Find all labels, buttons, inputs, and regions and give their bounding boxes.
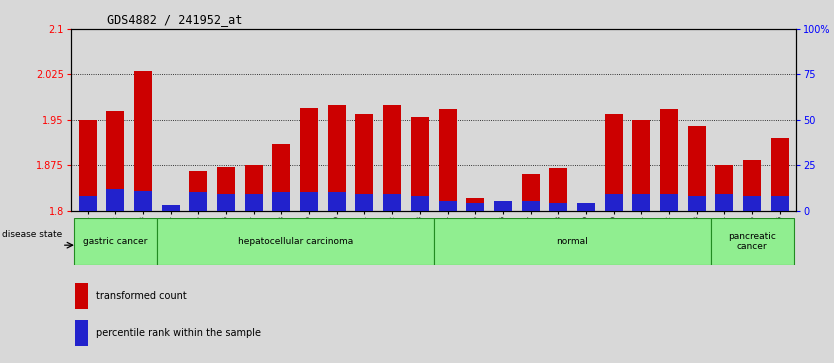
Bar: [439, 109, 456, 211]
Bar: [660, 109, 678, 211]
Bar: [632, 120, 651, 211]
Bar: [74, 320, 88, 346]
Bar: [411, 117, 429, 211]
Text: transformed count: transformed count: [96, 291, 187, 301]
Bar: [244, 194, 263, 211]
Bar: [217, 167, 235, 211]
Bar: [78, 196, 97, 211]
Bar: [134, 72, 152, 211]
Bar: [134, 191, 152, 211]
Bar: [189, 171, 208, 211]
Bar: [74, 283, 88, 309]
Bar: [383, 194, 401, 211]
Bar: [273, 192, 290, 211]
Text: pancreatic
cancer: pancreatic cancer: [728, 232, 776, 251]
Bar: [411, 196, 429, 211]
Bar: [632, 194, 651, 211]
Bar: [162, 205, 179, 211]
Bar: [494, 201, 512, 211]
Bar: [688, 196, 706, 211]
Bar: [605, 114, 623, 211]
Bar: [466, 203, 485, 211]
Text: normal: normal: [556, 237, 588, 246]
Bar: [273, 144, 290, 211]
Bar: [217, 194, 235, 211]
Bar: [771, 196, 789, 211]
Bar: [743, 160, 761, 211]
Bar: [743, 196, 761, 211]
Bar: [328, 105, 346, 211]
FancyBboxPatch shape: [73, 218, 157, 265]
Bar: [439, 201, 456, 211]
Bar: [383, 105, 401, 211]
Bar: [106, 111, 124, 211]
Text: hepatocellular carcinoma: hepatocellular carcinoma: [238, 237, 353, 246]
Text: percentile rank within the sample: percentile rank within the sample: [96, 328, 261, 338]
Bar: [189, 192, 208, 211]
Text: gastric cancer: gastric cancer: [83, 237, 148, 246]
Bar: [300, 108, 318, 211]
Bar: [300, 192, 318, 211]
Text: disease state: disease state: [2, 230, 62, 239]
Bar: [771, 138, 789, 211]
Bar: [466, 199, 485, 211]
Bar: [162, 209, 179, 211]
Bar: [577, 203, 595, 211]
Bar: [355, 114, 374, 211]
Bar: [550, 168, 567, 211]
Bar: [78, 120, 97, 211]
Bar: [328, 192, 346, 211]
Bar: [605, 194, 623, 211]
FancyBboxPatch shape: [434, 218, 711, 265]
Bar: [494, 203, 512, 211]
FancyBboxPatch shape: [711, 218, 794, 265]
Bar: [106, 189, 124, 211]
Bar: [716, 165, 733, 211]
FancyBboxPatch shape: [157, 218, 434, 265]
Bar: [716, 194, 733, 211]
Bar: [688, 126, 706, 211]
Text: GDS4882 / 241952_at: GDS4882 / 241952_at: [107, 13, 243, 26]
Bar: [521, 201, 540, 211]
Bar: [660, 194, 678, 211]
Bar: [577, 209, 595, 211]
Bar: [244, 165, 263, 211]
Bar: [355, 194, 374, 211]
Bar: [550, 203, 567, 211]
Bar: [521, 174, 540, 211]
